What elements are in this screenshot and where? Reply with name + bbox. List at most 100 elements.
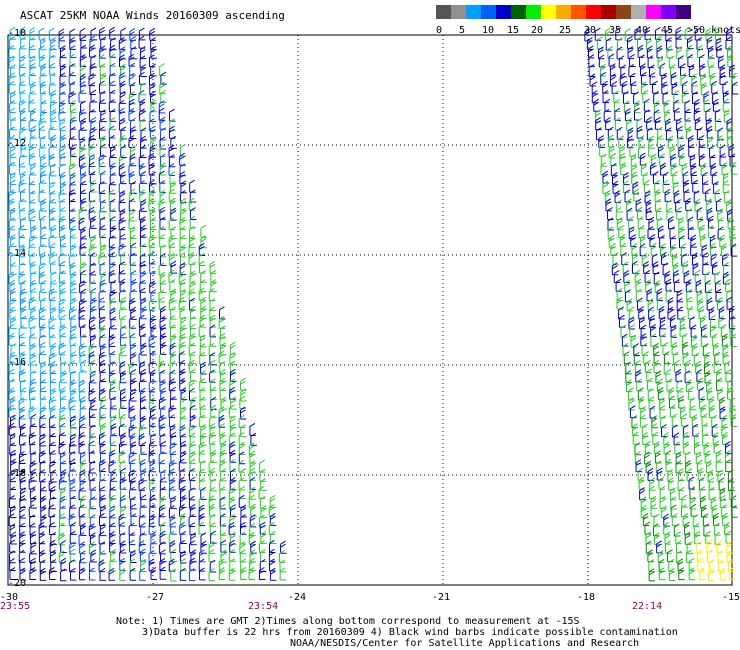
wind-barb	[119, 370, 127, 384]
wind-barb	[108, 269, 116, 283]
lat-label: -18	[8, 468, 27, 479]
wind-barb	[654, 280, 662, 294]
wind-barb	[159, 379, 166, 393]
wind-barb	[89, 460, 96, 474]
wind-barb	[150, 405, 157, 419]
wind-barb	[49, 361, 57, 374]
wind-barb	[99, 541, 106, 555]
wind-barb	[639, 63, 647, 77]
wind-barb	[148, 449, 156, 463]
wind-barb	[28, 386, 36, 400]
wind-barb	[159, 315, 167, 329]
wind-barb	[139, 548, 147, 562]
wind-barb	[709, 242, 717, 256]
wind-barb	[188, 379, 196, 393]
wind-barb	[719, 144, 727, 158]
wind-barb	[88, 154, 96, 168]
wind-barb	[665, 278, 673, 292]
wind-barb	[649, 477, 656, 491]
wind-barb	[731, 72, 738, 86]
wind-barb	[128, 72, 136, 86]
wind-barb	[691, 252, 699, 266]
wind-barb	[150, 324, 157, 338]
wind-barb	[69, 379, 77, 393]
wind-barb	[89, 316, 96, 330]
wind-barb	[9, 36, 16, 50]
legend-label: 40	[636, 25, 649, 36]
wind-barb	[645, 279, 652, 293]
wind-barb	[109, 89, 116, 103]
wind-barb	[160, 387, 167, 401]
wind-barb	[189, 270, 197, 284]
wind-barb	[100, 449, 107, 463]
wind-barb	[168, 269, 176, 283]
wind-barb	[188, 424, 196, 438]
wind-barb	[98, 161, 106, 175]
wind-barb	[9, 297, 16, 311]
wind-barb	[108, 334, 116, 347]
wind-barb	[29, 423, 37, 437]
wind-barb	[722, 343, 730, 357]
wind-barb	[664, 188, 672, 202]
wind-barb	[678, 235, 686, 249]
wind-barb	[159, 495, 167, 509]
wind-barb	[598, 54, 606, 68]
wind-barb	[10, 234, 17, 247]
wind-barb	[626, 298, 634, 312]
wind-barb	[730, 334, 737, 347]
wind-barb	[697, 216, 705, 230]
legend-color-swatch	[466, 5, 481, 19]
wind-barb	[586, 37, 594, 51]
wind-barb	[189, 280, 196, 294]
wind-barb	[19, 476, 27, 490]
wind-barb	[39, 135, 47, 149]
wind-barb	[641, 342, 649, 356]
lon-label: -30	[0, 592, 19, 603]
wind-barb	[19, 505, 26, 519]
wind-barb	[279, 559, 287, 573]
wind-barb	[30, 359, 37, 373]
wind-barb	[130, 342, 137, 356]
wind-barb	[239, 406, 247, 420]
wind-barb	[49, 567, 56, 580]
wind-barb	[605, 198, 612, 212]
wind-barb	[621, 80, 629, 94]
wind-barb	[79, 478, 87, 492]
legend-color-swatch	[496, 5, 511, 19]
wind-barb	[29, 135, 37, 148]
wind-barb	[109, 289, 117, 303]
wind-barb	[627, 127, 635, 141]
wind-barb	[149, 27, 156, 41]
wind-barb	[140, 216, 147, 230]
wind-barb	[149, 422, 156, 436]
wind-barb	[722, 98, 730, 112]
wind-barb	[140, 82, 147, 96]
legend-color-swatch	[571, 5, 586, 19]
wind-barb	[688, 567, 696, 581]
wind-barb	[218, 414, 226, 428]
wind-barb	[729, 325, 737, 339]
wind-barb	[28, 296, 36, 310]
wind-barb	[208, 540, 216, 554]
wind-barb	[10, 531, 17, 545]
wind-barb	[59, 72, 66, 86]
wind-barb	[682, 341, 689, 355]
wind-barb	[79, 108, 86, 122]
wind-barb	[9, 179, 17, 193]
wind-barb	[68, 91, 76, 104]
wind-barb	[643, 260, 650, 274]
wind-barb	[683, 441, 690, 455]
wind-barb	[650, 495, 658, 509]
wind-barb	[19, 207, 26, 221]
wind-barb	[600, 162, 608, 176]
wind-barb	[130, 441, 137, 455]
wind-barb	[98, 351, 106, 365]
wind-barb	[158, 198, 166, 212]
wind-barb	[648, 485, 656, 499]
wind-barb	[109, 172, 117, 186]
wind-barb	[19, 368, 26, 382]
wind-barb	[631, 163, 638, 177]
wind-barb	[9, 505, 17, 519]
wind-barb	[240, 558, 247, 572]
wind-barb	[20, 306, 27, 320]
